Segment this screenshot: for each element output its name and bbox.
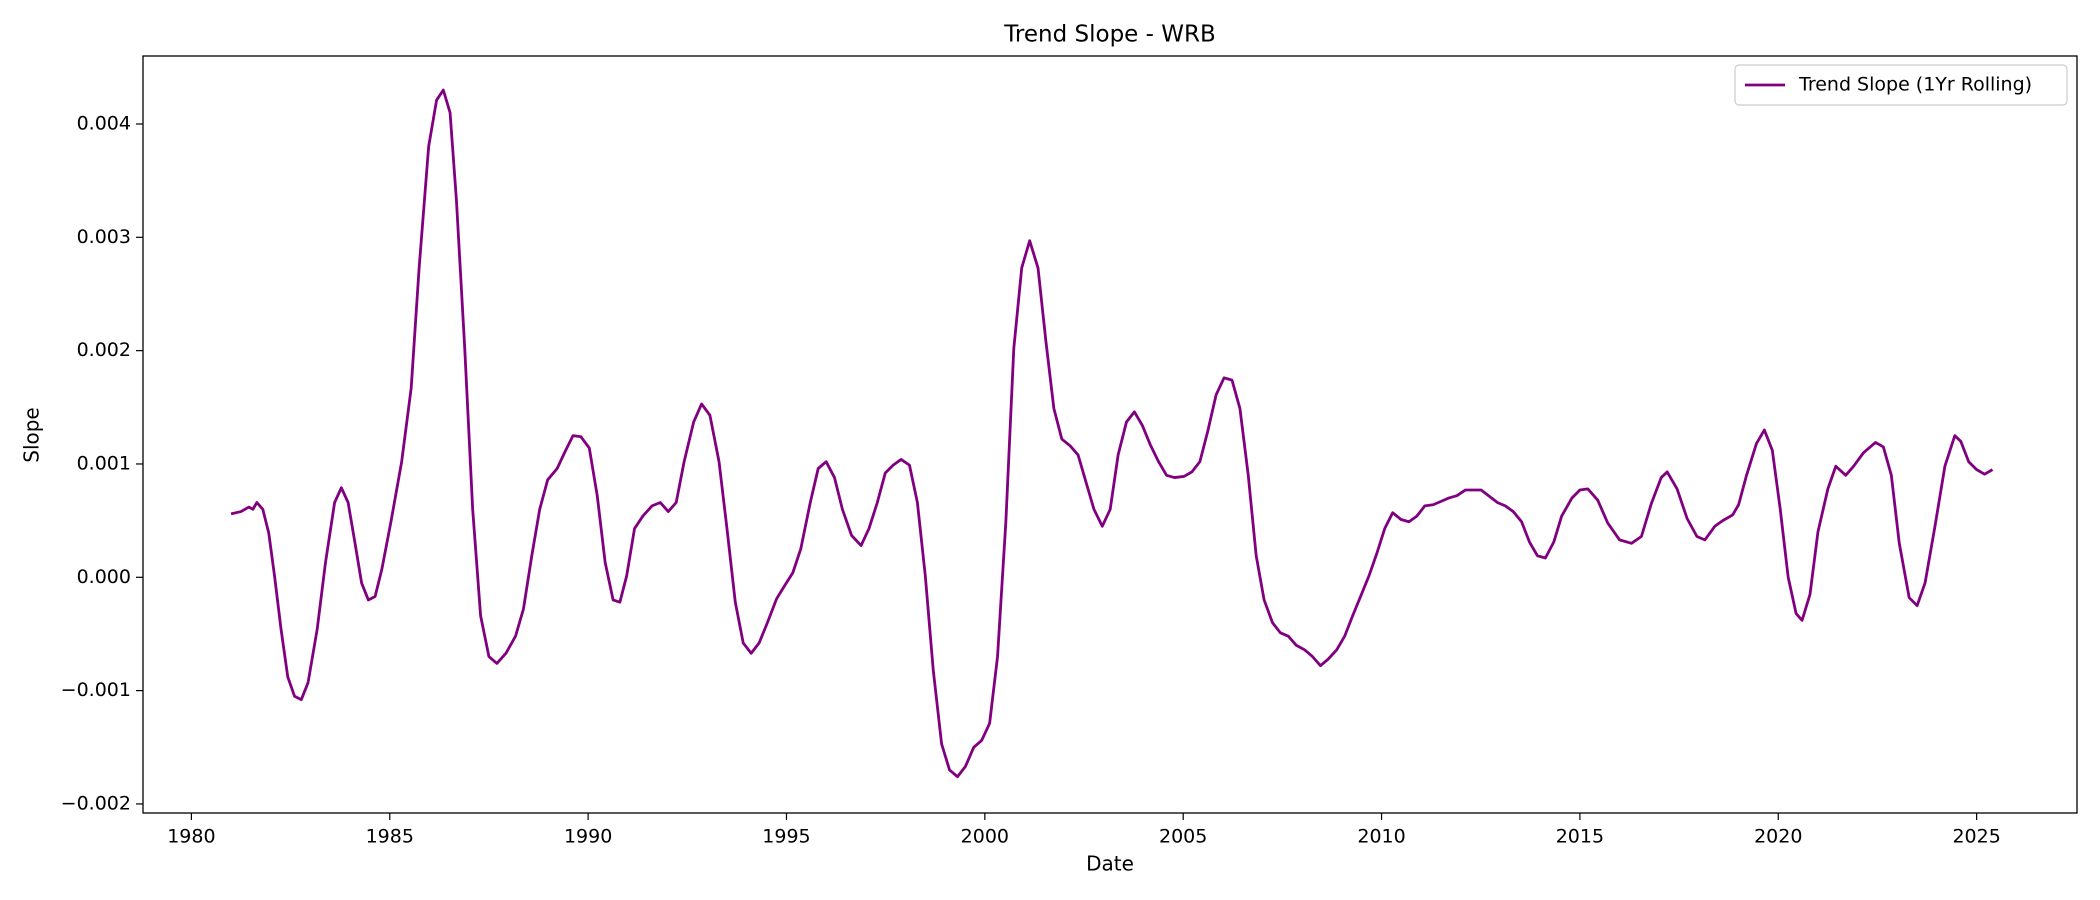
y-tick-label: 0.004 — [77, 112, 131, 134]
legend-box — [1734, 64, 2068, 106]
x-tick-label: 1980 — [167, 826, 215, 848]
y-tick-label: −0.002 — [61, 792, 131, 814]
y-tick-label: 0.002 — [77, 339, 131, 361]
chart-title: Trend Slope - WRB — [1003, 22, 1216, 48]
y-tick-label: 0.001 — [77, 452, 131, 474]
x-tick-label: 2025 — [1952, 826, 2000, 848]
y-tick-label: 0.000 — [77, 566, 131, 588]
plot-frame — [142, 55, 2078, 814]
x-tick-label: 2015 — [1556, 826, 1604, 848]
x-tick-label: 2005 — [1159, 826, 1207, 848]
y-tick-label: 0.003 — [77, 226, 131, 248]
x-axis-label: Date — [1086, 852, 1134, 876]
x-tick-label: 1985 — [366, 826, 414, 848]
y-tick-label: −0.001 — [61, 679, 131, 701]
x-tick-label: 2020 — [1754, 826, 1802, 848]
legend-label: Trend Slope (1Yr Rolling) — [1798, 74, 2032, 96]
x-tick-label: 2010 — [1357, 826, 1405, 848]
y-axis-label: Slope — [20, 407, 44, 463]
x-tick-label: 1995 — [762, 826, 810, 848]
data-line — [230, 88, 1994, 779]
x-tick-label: 2000 — [961, 826, 1009, 848]
x-tick-label: 1990 — [564, 826, 612, 848]
